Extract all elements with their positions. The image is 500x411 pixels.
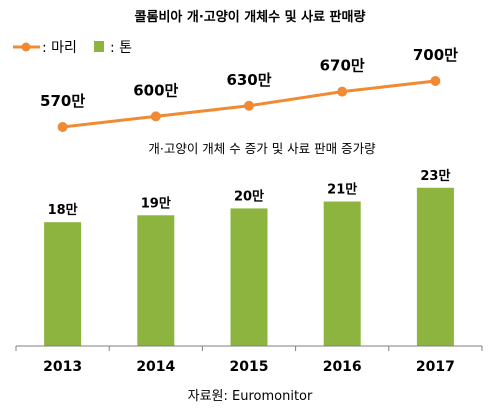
line-label-2015: 630만 [226,71,271,89]
x-tick-label-2013: 2013 [43,359,82,375]
line-label-2014: 600만 [133,81,178,99]
legend-bar-label: : 톤 [110,40,132,56]
bar-series: 18만 19만 20만 21만 23만 [44,168,454,346]
line-point-2014 [150,111,161,122]
bar-label-2013: 18만 [48,202,78,218]
bar-label-2017: 23만 [420,168,450,184]
bar-2013 [44,222,82,346]
bar-label-2014: 19만 [141,195,171,211]
line-point-2017 [430,76,441,86]
bar-label-2015: 20만 [234,188,264,204]
chart-title: 콜롬비아 개·고양이 개체수 및 사료 판매량 [135,9,366,25]
legend: : 마리 : 톤 [13,40,132,56]
line-point-2016 [337,86,348,97]
line-series: 570만 600만 630만 670만 700만 [40,46,458,132]
x-tick-label-2017: 2017 [416,359,455,375]
bar-2015 [230,208,268,346]
chart-subtitle: 개·고양이 개체 수 증가 및 사료 판매 증가량 [148,141,376,156]
x-tick-label-2014: 2014 [136,359,175,375]
bar-2016 [323,201,361,346]
bar-2014 [137,215,175,346]
source-note: 자료원: Euromonitor [188,389,313,404]
line-point-2013 [57,122,68,132]
x-tick-label-2015: 2015 [230,359,269,375]
x-tick-label-2016: 2016 [323,359,362,375]
line-label-2016: 670만 [320,57,365,75]
legend-line-marker [13,42,40,52]
bar-2017 [416,187,454,346]
bar-label-2016: 21만 [327,182,357,198]
line-label-2013: 570만 [40,92,85,110]
line-label-2017: 700만 [413,46,458,64]
legend-line-label: : 마리 [42,40,77,56]
x-axis: 2013 2014 2015 2016 2017 [15,345,483,375]
line-point-2015 [244,100,254,111]
legend-bar-marker [94,41,104,52]
